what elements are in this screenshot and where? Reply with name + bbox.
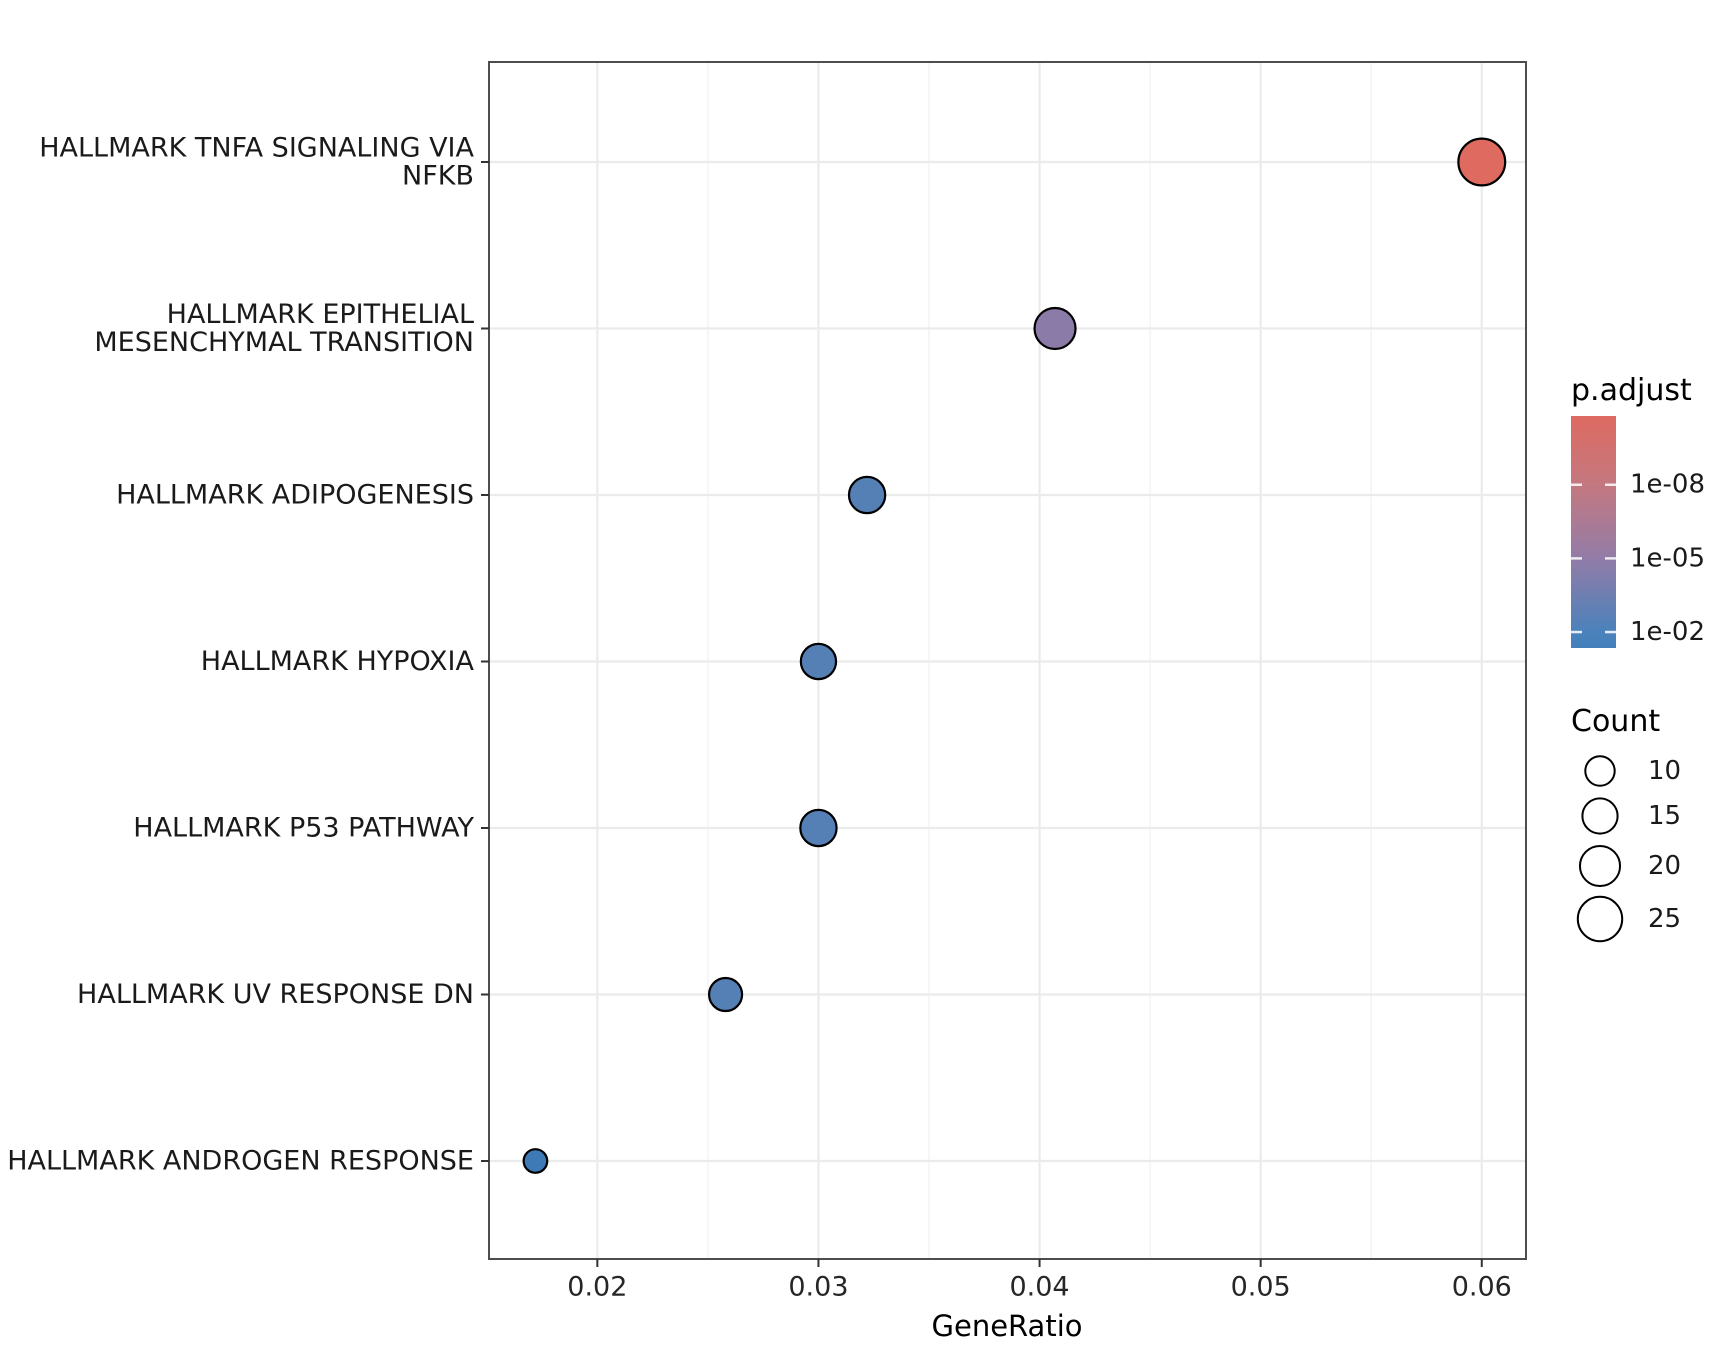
- count-legend-label: 25: [1648, 904, 1681, 934]
- count-legend-key: [1576, 895, 1624, 943]
- x-tick-label: 0.03: [788, 1272, 848, 1303]
- data-point: [799, 642, 838, 681]
- count-legend-label: 15: [1648, 801, 1681, 831]
- padjust-colorbar: [1571, 416, 1616, 648]
- y-axis-label: HALLMARK HYPOXIA: [201, 646, 475, 677]
- data-point: [1457, 137, 1507, 187]
- data-point: [1033, 306, 1077, 351]
- y-axis-label: HALLMARK TNFA SIGNALING VIA: [39, 133, 474, 164]
- colorbar-tick-label: 1e-05: [1630, 543, 1705, 573]
- data-point: [799, 808, 838, 848]
- data-point: [522, 1148, 549, 1174]
- y-axis-label: HALLMARK ADIPOGENESIS: [116, 480, 474, 511]
- y-axis-label: MESENCHYMAL TRANSITION: [94, 327, 474, 358]
- x-tick-label: 0.04: [1009, 1272, 1069, 1303]
- x-tick-label: 0.05: [1231, 1272, 1291, 1303]
- x-tick-label: 0.06: [1452, 1272, 1512, 1303]
- y-axis-label: HALLMARK UV RESPONSE DN: [77, 979, 474, 1010]
- data-point: [847, 475, 887, 515]
- y-axis-label: HALLMARK ANDROGEN RESPONSE: [7, 1146, 474, 1177]
- y-axis-label: HALLMARK EPITHELIAL: [167, 299, 474, 330]
- padjust-legend-title: p.adjust: [1571, 373, 1692, 408]
- count-legend-title: Count: [1571, 704, 1660, 739]
- count-legend-key: [1578, 844, 1622, 888]
- count-legend-label: 10: [1648, 756, 1681, 786]
- count-legend-label: 20: [1648, 851, 1681, 881]
- y-axis-label: HALLMARK P53 PATHWAY: [133, 813, 474, 844]
- x-tick-label: 0.02: [567, 1272, 627, 1303]
- count-legend-key: [1581, 797, 1619, 835]
- colorbar-tick-label: 1e-02: [1630, 617, 1705, 647]
- colorbar-tick-label: 1e-08: [1630, 470, 1705, 500]
- x-axis-title: GeneRatio: [932, 1309, 1083, 1343]
- data-point: [707, 976, 744, 1013]
- count-legend-key: [1584, 755, 1616, 787]
- y-axis-label: NFKB: [402, 161, 474, 192]
